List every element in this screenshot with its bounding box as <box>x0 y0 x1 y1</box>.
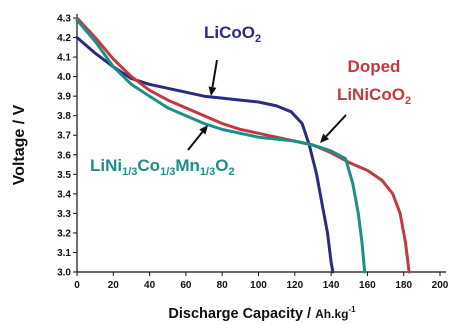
annotation-doped-line1: Doped <box>348 57 401 76</box>
x-tick-label: 100 <box>250 280 267 291</box>
y-tick-label: 3.1 <box>57 248 71 259</box>
y-tick-label: 3.9 <box>57 92 71 103</box>
doped-arrow-head <box>320 133 330 143</box>
nmc-arrow-head <box>199 125 208 135</box>
arrow-layer <box>187 59 347 151</box>
annotation-part: 1/3 <box>200 166 215 178</box>
x-axis-title: Discharge Capacity / Ah.kg-1 <box>168 305 356 322</box>
annotation-part: LiNiCoO <box>337 85 405 104</box>
annotation-part: LiNi <box>90 156 122 175</box>
axes-layer: 0 20 40 60 80 100 120 140 160 180 200 3.0 3.1 3.2 3.3 3… <box>57 14 449 292</box>
y-tick-label: 3.5 <box>57 170 71 181</box>
annotation-part: O <box>215 156 228 175</box>
nmc-curve <box>75 18 367 274</box>
x-tick-label: 40 <box>144 280 156 291</box>
annotation-part: Mn <box>175 156 200 175</box>
x-axis-title-sep: / <box>307 306 315 322</box>
annotation-part: 2 <box>405 95 411 107</box>
y-tick-label: 3.7 <box>57 131 71 142</box>
y-tick-label: 3.2 <box>57 228 71 239</box>
y-tick-label: 3.6 <box>57 150 71 161</box>
annotation-part: 2 <box>255 33 261 45</box>
x-tick-label: 180 <box>395 280 412 291</box>
y-tick-label: 4.3 <box>57 14 71 25</box>
licoo2-curve <box>75 36 335 274</box>
y-tick-label: 3.8 <box>57 111 71 122</box>
annotation-part: LiCoO <box>204 23 255 42</box>
x-tick-label: 200 <box>432 280 449 291</box>
doped-linicoo2-curve <box>75 16 411 274</box>
y-axis-title: Voltage / V <box>11 104 28 185</box>
y-tick-label: 3.4 <box>57 189 71 200</box>
y-tick-label: 3.3 <box>57 209 71 220</box>
x-tick-label: 160 <box>359 280 376 291</box>
y-tick-label: 4.2 <box>57 33 71 44</box>
annotation-doped-line2: LiNiCoO2 <box>337 85 411 107</box>
x-axis-title-main: Discharge Capacity <box>168 306 307 322</box>
y-tick-label: 4.1 <box>57 53 71 64</box>
y-tick-label: 3.0 <box>57 268 71 279</box>
doped-arrow-shaft <box>325 114 347 138</box>
y-tick-label: 4.0 <box>57 72 71 83</box>
licoo2-arrow-shaft <box>211 59 218 88</box>
x-tick-label: 60 <box>180 280 192 291</box>
series-layer <box>75 16 411 274</box>
x-tick-label: 80 <box>217 280 229 291</box>
annotation-part: 1/3 <box>122 166 137 178</box>
text-layer: Voltage / V Discharge Capacity / Ah.kg-1 L… <box>11 23 411 322</box>
annotation-part: Doped <box>348 57 401 76</box>
annotation-licoo2: LiCoO2 <box>204 23 261 45</box>
x-axis-title-unit: Ah.kg <box>315 307 348 321</box>
x-tick-label: 140 <box>323 280 340 291</box>
x-tick-label: 120 <box>286 280 303 291</box>
nmc-arrow-shaft <box>187 131 204 151</box>
x-tick-label: 0 <box>74 280 80 291</box>
annotation-part: Co <box>137 156 160 175</box>
licoo2-arrow-head <box>208 86 217 96</box>
annotation-part: 1/3 <box>160 166 175 178</box>
annotation-nmc: LiNi1/3Co1/3Mn1/3O2 <box>90 156 235 178</box>
x-tick-label: 20 <box>108 280 120 291</box>
annotation-part: 2 <box>228 166 234 178</box>
x-axis-title-unit-sup: -1 <box>348 305 356 314</box>
